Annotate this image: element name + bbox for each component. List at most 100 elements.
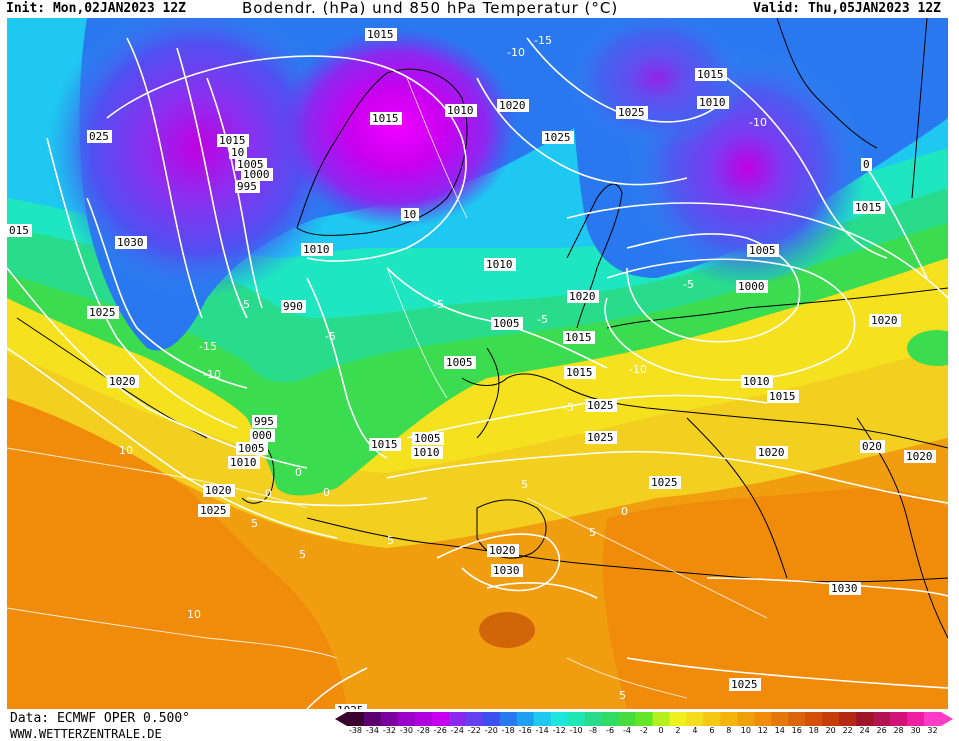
- legend-color-swatch: [601, 712, 620, 726]
- pressure-label: 1025: [87, 306, 119, 319]
- legend-color-swatch: [669, 712, 687, 726]
- temperature-label: -5: [239, 298, 250, 311]
- pressure-label-text: 1020: [205, 484, 232, 497]
- legend-color-swatch: [754, 712, 772, 726]
- legend-tick-label: -8: [589, 726, 598, 735]
- temperature-label: 0: [323, 486, 330, 499]
- warm-africa: [603, 488, 948, 709]
- pressure-label-text: 000: [252, 429, 272, 442]
- pressure-label: 1015: [563, 331, 595, 344]
- legend-color-swatch: [856, 712, 874, 726]
- legend-color-swatch: [805, 712, 823, 726]
- temperature-label: -10: [629, 363, 647, 376]
- legend-color-swatch: [618, 712, 637, 726]
- pressure-label: 1025: [198, 504, 230, 517]
- legend-color-swatch: [380, 712, 399, 726]
- legend-tick-label: 30: [910, 726, 921, 735]
- pressure-label-text: 1015: [697, 68, 724, 81]
- cold-core-greenland: [277, 28, 517, 228]
- pressure-label-text: 1015: [372, 112, 399, 125]
- pressure-label: 1020: [107, 375, 139, 388]
- pressure-label-text: 1025: [587, 399, 614, 412]
- legend-color-swatch: [465, 712, 484, 726]
- pressure-label-text: 1015: [565, 331, 592, 344]
- temperature-label: 5: [387, 534, 394, 547]
- pressure-label: 1020: [869, 314, 901, 327]
- pressure-label-text: 1025: [731, 678, 758, 691]
- legend-color-swatch: [584, 712, 603, 726]
- pressure-label-text: 995: [237, 180, 257, 193]
- temperature-label: 0: [265, 487, 272, 500]
- legend-ticks: -38 -34 -32 -30 -28 -26 -24 -22 -20 -18 -16 -14 -12-…: [335, 726, 953, 738]
- legend-tick-label: 32: [927, 726, 938, 735]
- temperature-legend: -38 -34 -32 -30 -28 -26 -24 -22 -20 -18 -16 -14 -12-…: [335, 712, 955, 740]
- pressure-label: 1015: [853, 201, 885, 214]
- pressure-label: 1025: [585, 431, 617, 444]
- pressure-label: 1020: [567, 290, 599, 303]
- pressure-label: 1000: [736, 280, 768, 293]
- pressure-label: 1010: [741, 375, 773, 388]
- legend-color-swatch: [347, 712, 365, 726]
- pressure-label-text: 1010: [447, 104, 474, 117]
- legend-tick-label: -30: [399, 726, 413, 735]
- legend-tick-label: 20: [825, 726, 836, 735]
- warm-spot-sahara: [479, 612, 535, 648]
- data-source-text: Data: ECMWF OPER 0.500°: [10, 711, 191, 726]
- pressure-label: 1015: [365, 28, 397, 41]
- temperature-label: -5: [537, 313, 548, 326]
- legend-tick-label: 22: [842, 726, 853, 735]
- pressure-label-text: 1005: [237, 158, 264, 171]
- legend-tick-label: -12: [552, 726, 566, 735]
- pressure-label-text: 1010: [230, 456, 257, 469]
- pressure-label-text: 1020: [109, 375, 136, 388]
- legend-tick-label: -16: [518, 726, 532, 735]
- pressure-label: 1030: [829, 582, 861, 595]
- pressure-label-text: 1030: [117, 236, 144, 249]
- pressure-label: 995: [235, 180, 260, 193]
- legend-tick-label: -22: [467, 726, 481, 735]
- header-bar: Init: Mon,02JAN2023 12Z Bodendr. (hPa) u…: [0, 0, 959, 18]
- warm-atlantic: [7, 398, 347, 709]
- pressure-label-text: 1010: [413, 446, 440, 459]
- pressure-label: 020: [860, 440, 885, 453]
- pressure-label: 10: [229, 146, 247, 159]
- legend-color-swatch: [720, 712, 738, 726]
- legend-arrow-right: [941, 712, 953, 726]
- legend-tick-label: 10: [740, 726, 751, 735]
- pressure-label: 1020: [487, 544, 519, 557]
- legend-color-bar: [335, 712, 953, 726]
- pressure-label: 1010: [445, 104, 477, 117]
- pressure-label-text: 1015: [566, 366, 593, 379]
- legend-color-swatch: [822, 712, 840, 726]
- pressure-label-text: 1025: [89, 306, 116, 319]
- pressure-label: 1020: [203, 484, 235, 497]
- temperature-label: -15: [534, 34, 552, 47]
- legend-tick-label: -26: [433, 726, 447, 735]
- temperature-label: 0: [295, 466, 302, 479]
- pressure-label: 1025: [616, 106, 648, 119]
- legend-tick-label: 18: [808, 726, 819, 735]
- legend-tick-label: -24: [450, 726, 464, 735]
- pressure-label-text: 10: [231, 146, 244, 159]
- pressure-label-text: 1010: [486, 258, 513, 271]
- legend-tick-label: -38: [348, 726, 363, 735]
- temperature-label: -10: [203, 368, 221, 381]
- legend-tick-label: -14: [535, 726, 549, 735]
- footer-bar: Data: ECMWF OPER 0.500° WWW.WETTERZENTRA…: [0, 709, 959, 741]
- pressure-label-text: 1015: [769, 390, 796, 403]
- legend-tick-label: -32: [382, 726, 396, 735]
- pressure-label: 1010: [484, 258, 516, 271]
- legend-color-swatch: [516, 712, 535, 726]
- temperature-label: 5: [251, 517, 258, 530]
- legend-tick-label: -4: [623, 726, 632, 735]
- pressure-label-text: 1005: [493, 317, 520, 330]
- pressure-label-text: 1010: [303, 243, 330, 256]
- pressure-label-text: 1025: [651, 476, 678, 489]
- temperature-label: 10: [187, 608, 201, 621]
- pressure-label: 1010: [411, 446, 443, 459]
- isobars: [7, 37, 948, 709]
- temperature-label: 5: [589, 526, 596, 539]
- pressure-label: 1020: [756, 446, 788, 459]
- pressure-label-text: 1020: [906, 450, 933, 463]
